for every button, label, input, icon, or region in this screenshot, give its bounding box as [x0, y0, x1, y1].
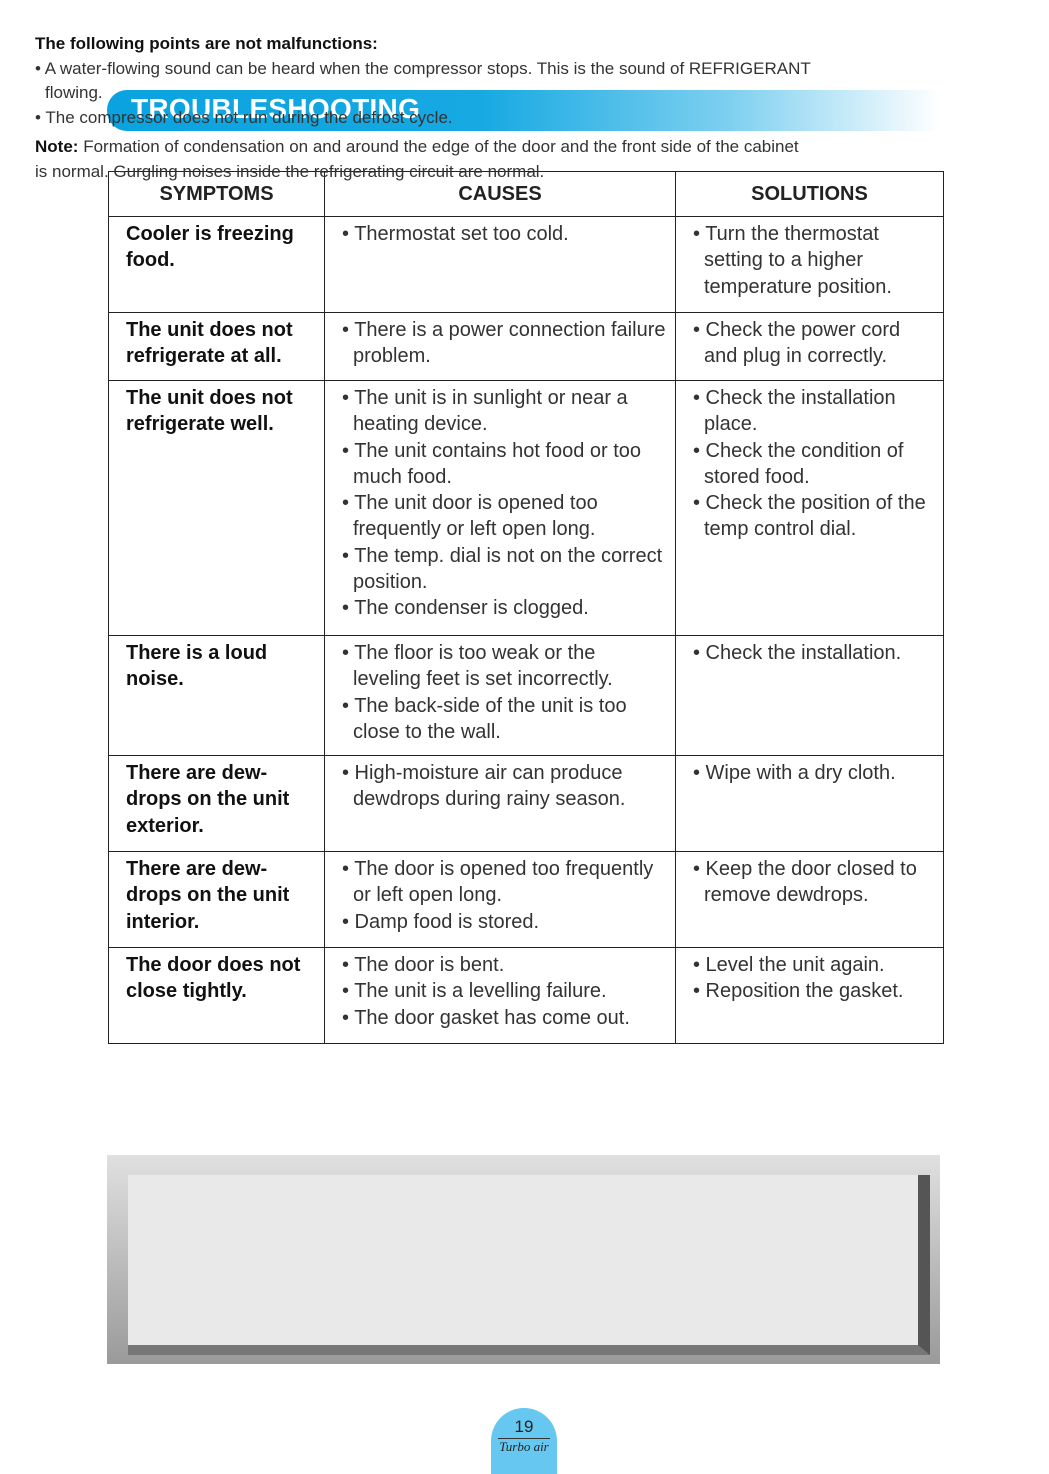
column-header: SYMPTOMS: [108, 171, 325, 217]
notice-item: • A water-flowing sound can be heard whe…: [35, 58, 811, 103]
solution: • Check the installation place.: [693, 387, 896, 436]
table-row: The door does not close tightly. • The do…: [108, 947, 944, 1044]
solution: • Check the power cord and plug in corre…: [693, 319, 901, 368]
causes-cell: • The unit is in sunlight or near a heat…: [324, 380, 676, 636]
notice-panel: [128, 1175, 930, 1355]
symptom: There is a loud noise.: [108, 635, 325, 756]
cause: • Thermostat set too cold.: [342, 223, 569, 245]
solution: • Check the position of the temp control…: [693, 492, 926, 541]
cause: • There is a power connection failure pr…: [342, 319, 666, 368]
symptom: There are dew-drops on the unit exterior…: [108, 755, 325, 852]
cause: • The door gasket has come out.: [342, 1006, 630, 1029]
page-title: TROUBLESHOOTING: [131, 93, 421, 124]
symptom: The door does not close tightly.: [108, 947, 325, 1044]
divider: [498, 1438, 550, 1439]
cause: • The unit contains hot food or too much…: [342, 439, 642, 488]
solution: • Check the installation.: [693, 642, 902, 664]
table-row: There are dew-drops on the unit interior…: [108, 851, 944, 948]
cause: • The temp. dial is not on the correct p…: [342, 544, 663, 594]
notice-text: The following points are not malfunction…: [35, 32, 815, 184]
solution: • Wipe with a dry cloth.: [693, 762, 896, 784]
cause: • The unit is in sunlight or near a heat…: [342, 387, 628, 436]
causes-cell: • There is a power connection failure pr…: [324, 312, 676, 381]
causes-cell: • The floor is too weak or the leveling …: [324, 635, 676, 756]
causes-cell: • The door is opened too frequently or l…: [324, 851, 676, 948]
cause: • The unit door is opened too frequently…: [342, 492, 598, 541]
solution: • Reposition the gasket.: [693, 980, 904, 1003]
cause: • The unit is a levelling failure.: [342, 980, 607, 1003]
note-label: Note:: [35, 137, 79, 156]
solution: • Check the condition of stored food.: [693, 439, 904, 488]
cause: • The floor is too weak or the leveling …: [342, 642, 613, 691]
solutions-cell: • Level the unit again. • Reposition the …: [675, 947, 944, 1044]
column-header: SOLUTIONS: [675, 171, 944, 217]
page-number: 19: [514, 1417, 534, 1436]
note-text: Formation of condensation on and around …: [35, 137, 799, 181]
symptom: There are dew-drops on the unit interior…: [108, 851, 325, 948]
page-badge: 19 Turbo air: [491, 1408, 557, 1474]
causes-cell: • The door is bent. • The unit is a level…: [324, 947, 676, 1044]
causes-cell: • High-moisture air can produce dewdrops…: [324, 755, 676, 852]
symptom: Cooler is freezing food.: [108, 216, 325, 313]
table-row: The unit does not refrigerate at all. • T…: [108, 312, 944, 381]
cause: • The back-side of the unit is too close…: [342, 694, 627, 743]
cause: • The door is opened too frequently or l…: [342, 858, 654, 907]
solutions-cell: • Check the power cord and plug in corre…: [675, 312, 944, 381]
header-bar: TROUBLESHOOTING: [107, 90, 940, 131]
header-row: SYMPTOMS CAUSES SOLUTIONS: [108, 171, 944, 217]
table-row: Cooler is freezing food. • Thermostat set…: [108, 216, 944, 313]
solutions-cell: • Wipe with a dry cloth.: [675, 755, 944, 852]
troubleshooting-table: SYMPTOMS CAUSES SOLUTIONS Cooler is free…: [108, 171, 944, 1044]
solution: • Level the unit again.: [693, 954, 885, 976]
symptom: The unit does not refrigerate at all.: [108, 312, 325, 381]
solution: • Keep the door closed to remove dewdrop…: [693, 858, 917, 907]
table-row: There is a loud noise. • The floor is too…: [108, 635, 944, 756]
note: Note: Formation of condensation on and a…: [35, 135, 815, 184]
solution: • Turn the thermostat setting to a highe…: [693, 223, 892, 298]
solutions-cell: • Keep the door closed to remove dewdrop…: [675, 851, 944, 948]
brand: Turbo air: [499, 1439, 549, 1454]
notice-items: • A water-flowing sound can be heard whe…: [35, 57, 815, 131]
cause: • Damp food is stored.: [342, 910, 540, 933]
notice-item: • The compressor does not run during the…: [35, 107, 453, 127]
cause: • The condenser is clogged.: [342, 597, 589, 620]
table-row: There are dew-drops on the unit exterior…: [108, 755, 944, 852]
causes-cell: • Thermostat set too cold.: [324, 216, 676, 313]
solutions-cell: • Turn the thermostat setting to a highe…: [675, 216, 944, 313]
table-body: Cooler is freezing food. • Thermostat set…: [108, 216, 944, 1044]
symptom: The unit does not refrigerate well.: [108, 380, 325, 636]
cause: • The door is bent.: [342, 954, 505, 976]
solutions-cell: • Check the installation place. • Check t…: [675, 380, 944, 636]
cause: • High-moisture air can produce dewdrops…: [342, 762, 626, 811]
notice-title: The following points are not malfunction…: [35, 34, 378, 53]
solutions-cell: • Check the installation.: [675, 635, 944, 756]
table-row: The unit does not refrigerate well. • The…: [108, 380, 944, 636]
notice-box: [107, 1155, 940, 1364]
